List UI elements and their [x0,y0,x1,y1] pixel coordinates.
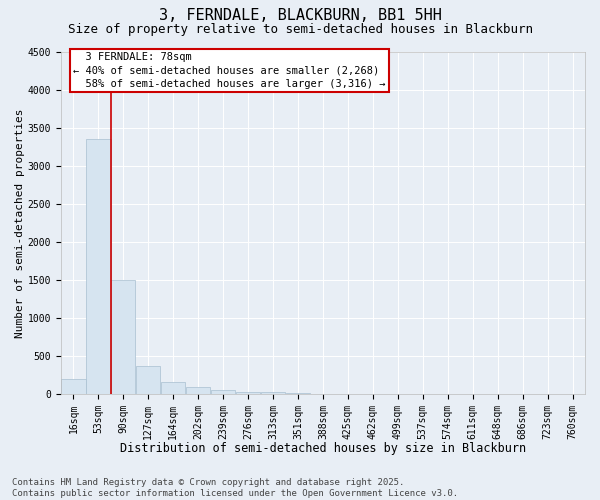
Bar [161,382,185,394]
Bar [136,366,160,394]
Bar [111,280,136,394]
X-axis label: Distribution of semi-detached houses by size in Blackburn: Distribution of semi-detached houses by … [120,442,526,455]
Bar [86,139,110,394]
Text: Contains HM Land Registry data © Crown copyright and database right 2025.
Contai: Contains HM Land Registry data © Crown c… [12,478,458,498]
Bar [61,379,86,394]
Text: Size of property relative to semi-detached houses in Blackburn: Size of property relative to semi-detach… [67,22,533,36]
Bar [261,392,285,394]
Bar [186,388,211,394]
Bar [211,390,235,394]
Text: 3 FERNDALE: 78sqm
← 40% of semi-detached houses are smaller (2,268)
  58% of sem: 3 FERNDALE: 78sqm ← 40% of semi-detached… [73,52,386,88]
Y-axis label: Number of semi-detached properties: Number of semi-detached properties [15,108,25,338]
Text: 3, FERNDALE, BLACKBURN, BB1 5HH: 3, FERNDALE, BLACKBURN, BB1 5HH [158,8,442,22]
Bar [236,392,260,394]
